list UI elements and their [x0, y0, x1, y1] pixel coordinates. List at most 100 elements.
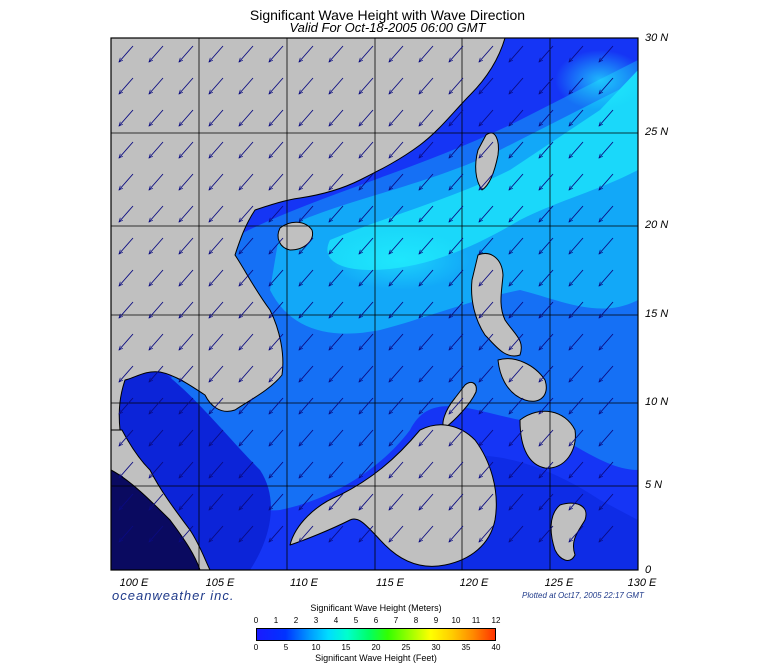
wave-direction-arrow [389, 333, 404, 350]
wave-direction-arrow [569, 333, 584, 350]
lon-label: 130 E [627, 577, 657, 589]
wave-direction-arrow [269, 77, 284, 94]
wave-direction-arrow [299, 173, 314, 190]
wave-direction-arrow [359, 333, 374, 350]
wave-direction-arrow [509, 461, 524, 478]
wave-direction-arrow [599, 493, 614, 510]
wave-direction-arrow [359, 173, 374, 190]
meter-tick-label: 9 [433, 616, 439, 625]
wave-direction-arrow [119, 429, 134, 446]
wave-direction-arrow [269, 45, 284, 62]
wave-direction-arrow [359, 141, 374, 158]
wave-direction-arrow [599, 205, 614, 222]
wave-direction-arrow [149, 109, 164, 126]
wave-direction-arrow [209, 301, 224, 318]
wave-direction-arrow [509, 397, 524, 414]
wave-direction-arrow [419, 269, 434, 286]
wave-direction-arrow [539, 333, 554, 350]
wave-direction-arrow [539, 461, 554, 478]
wave-direction-arrow [329, 301, 344, 318]
wave-direction-arrow [329, 141, 344, 158]
meter-tick-label: 1 [273, 616, 279, 625]
wave-direction-arrow [449, 173, 464, 190]
wave-direction-arrow [449, 333, 464, 350]
wave-direction-arrow [119, 237, 134, 254]
wave-direction-arrow [149, 525, 164, 542]
wave-direction-arrow [539, 237, 554, 254]
wave-direction-arrow [569, 365, 584, 382]
wave-direction-arrow [119, 301, 134, 318]
wave-direction-arrow [539, 493, 554, 510]
feet-tick-label: 10 [311, 643, 321, 652]
wave-direction-arrow [299, 365, 314, 382]
wave-direction-arrow [449, 141, 464, 158]
wave-direction-arrow [359, 429, 374, 446]
wave-direction-arrow [209, 173, 224, 190]
wave-direction-arrow [269, 333, 284, 350]
wave-direction-arrow [149, 237, 164, 254]
wave-direction-arrow [449, 269, 464, 286]
wave-direction-arrow [119, 397, 134, 414]
wave-direction-arrow [359, 525, 374, 542]
wave-direction-arrow [479, 333, 494, 350]
wave-direction-arrow [119, 45, 134, 62]
land-sulawesi [550, 502, 587, 561]
wave-direction-arrow [449, 461, 464, 478]
wave-direction-arrow [599, 237, 614, 254]
wave-direction-arrow [479, 173, 494, 190]
wave-direction-arrow [179, 365, 194, 382]
wave-direction-arrow [569, 173, 584, 190]
wave-direction-arrow [179, 141, 194, 158]
wave-direction-arrow [209, 141, 224, 158]
wave-direction-arrow [329, 397, 344, 414]
lat-label: 10 N [645, 396, 669, 408]
feet-tick-label: 40 [491, 643, 501, 652]
wave-direction-arrow [239, 45, 254, 62]
wave-direction-arrow [299, 269, 314, 286]
wave-direction-arrow [539, 397, 554, 414]
land-asia-mainland [111, 38, 506, 431]
wave-direction-arrow [329, 333, 344, 350]
wave-direction-arrow [479, 493, 494, 510]
wave-direction-arrow [299, 525, 314, 542]
wave-direction-arrow [299, 205, 314, 222]
wave-direction-arrow [539, 205, 554, 222]
wave-direction-arrow [539, 109, 554, 126]
wave-direction-arrow [329, 525, 344, 542]
lon-label: 120 E [459, 577, 489, 589]
wave-direction-arrow [419, 173, 434, 190]
wave-direction-arrow [209, 333, 224, 350]
wave-direction-arrow [329, 109, 344, 126]
land-sumatra [111, 469, 201, 570]
wave-direction-arrow [119, 173, 134, 190]
wave-direction-arrow [419, 397, 434, 414]
feet-tick-label: 25 [401, 643, 411, 652]
wave-direction-arrow [449, 397, 464, 414]
wave-direction-arrow [269, 109, 284, 126]
wave-direction-arrow [539, 45, 554, 62]
wave-direction-arrow [359, 237, 374, 254]
wave-direction-arrow [389, 493, 404, 510]
wave-direction-arrow [509, 77, 524, 94]
lon-label: 125 E [544, 577, 574, 589]
wave-direction-arrow [179, 45, 194, 62]
wave-direction-arrow [299, 493, 314, 510]
lat-label: 20 N [645, 219, 669, 231]
wave-direction-arrow [509, 45, 524, 62]
wave-direction-arrow [149, 173, 164, 190]
wave-direction-arrow [479, 365, 494, 382]
wave-direction-arrow [269, 237, 284, 254]
lat-label: 5 N [645, 479, 663, 491]
wave-direction-arrow [449, 237, 464, 254]
wave-direction-arrow [419, 525, 434, 542]
feet-tick-label: 5 [283, 643, 289, 652]
wave-direction-arrow [239, 301, 254, 318]
wave-direction-arrow [599, 269, 614, 286]
wave-direction-arrow [269, 429, 284, 446]
wave-direction-arrow [419, 301, 434, 318]
wave-direction-arrow [239, 237, 254, 254]
wave-direction-arrow [209, 205, 224, 222]
wave-direction-arrow [449, 109, 464, 126]
wave-direction-arrow [419, 45, 434, 62]
wave-direction-arrow [449, 429, 464, 446]
